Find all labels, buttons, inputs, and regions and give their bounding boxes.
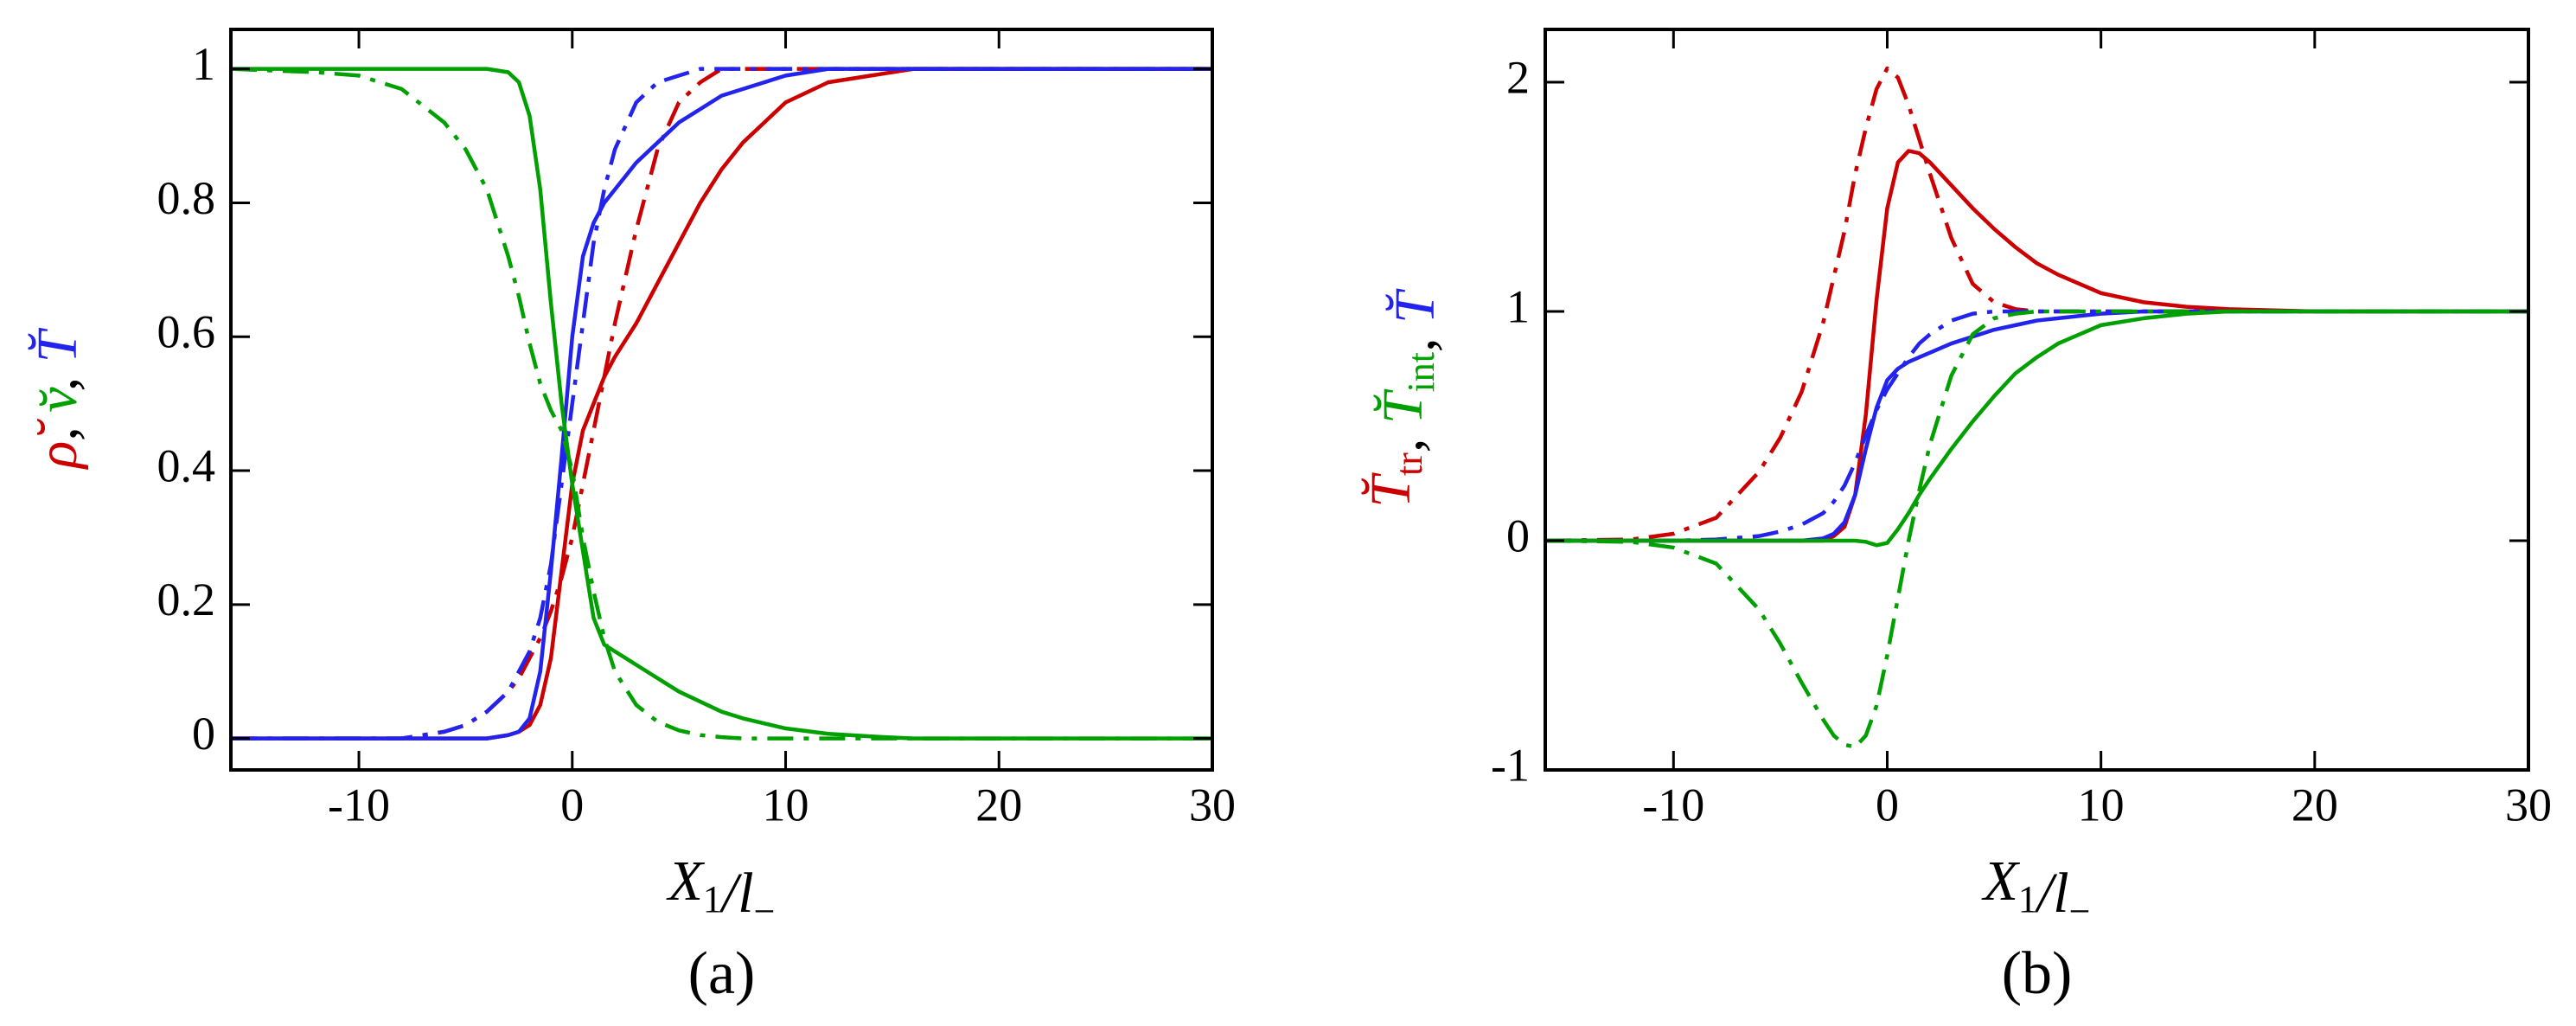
label-part: T̆ <box>1359 472 1422 508</box>
x-axis-label: X1/l− <box>666 850 776 933</box>
data-line <box>1545 309 2528 749</box>
label-subscript: 1 <box>2018 878 2037 920</box>
data-line <box>231 67 1212 741</box>
y-tick-label: 0.4 <box>157 439 216 491</box>
y-axis-label: T̆tr, T̆int, T̆ <box>1359 288 1447 508</box>
label-subscript: int <box>1400 352 1442 392</box>
data-line <box>231 67 1212 741</box>
label-part: X <box>666 850 706 913</box>
y-tick-label: 0 <box>192 708 215 760</box>
label-part: , <box>26 413 89 441</box>
y-tick-label: 2 <box>1506 51 1530 103</box>
label-subscript: − <box>754 890 776 933</box>
data-line <box>1545 309 2528 543</box>
data-line <box>1545 309 2528 548</box>
panel-label: (a) <box>688 940 756 1007</box>
y-tick-label: 1 <box>192 38 215 90</box>
data-line <box>1545 149 2528 543</box>
x-tick-label: 10 <box>763 779 809 830</box>
x-tick-label: 30 <box>2505 779 2552 830</box>
y-tick-label: 0.6 <box>157 306 216 358</box>
y-axis-label: ρ̆, v̆, T̆ <box>26 327 89 470</box>
label-part: X <box>1981 850 2021 913</box>
x-tick-label: 10 <box>2078 779 2125 830</box>
label-part: /l <box>719 862 754 925</box>
plot-frame <box>1544 28 2530 772</box>
x-tick-label: 20 <box>975 779 1022 830</box>
data-line <box>1545 66 2528 543</box>
label-part: , <box>26 362 89 391</box>
y-tick-label: -1 <box>1491 739 1530 791</box>
x-tick-label: 0 <box>1876 779 1899 830</box>
label-part: T̆ <box>26 327 89 362</box>
x-axis-label: X1/l− <box>1981 850 2091 933</box>
label-part: , <box>1384 324 1447 352</box>
label-subscript: tr <box>1388 452 1430 476</box>
label-part: , <box>1371 424 1435 452</box>
x-tick-label: 0 <box>560 779 584 830</box>
label-subscript: 1 <box>703 878 722 920</box>
y-tick-label: 1 <box>1506 280 1530 332</box>
x-tick-label: 30 <box>1189 779 1236 830</box>
label-part: T̆ <box>1371 388 1435 424</box>
x-tick-label: -10 <box>328 779 390 830</box>
x-tick-label: -10 <box>1642 779 1704 830</box>
label-part: /l <box>2034 862 2069 925</box>
label-part: T̆ <box>1384 288 1447 324</box>
y-tick-label: 0.2 <box>157 574 216 625</box>
plot-frame <box>229 28 1214 772</box>
data-line <box>231 67 1212 741</box>
y-tick-label: 0.8 <box>157 172 216 224</box>
panel-label: (b) <box>2002 940 2073 1007</box>
x-tick-label: 20 <box>2292 779 2338 830</box>
data-line <box>231 67 1212 741</box>
y-tick-label: 0 <box>1506 510 1530 561</box>
label-subscript: − <box>2069 890 2091 933</box>
data-line <box>1545 309 2528 543</box>
